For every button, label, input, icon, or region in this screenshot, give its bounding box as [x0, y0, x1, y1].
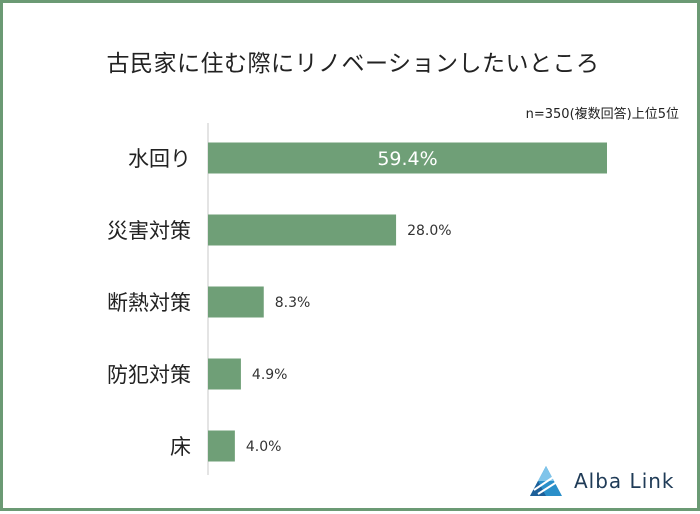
category-label: 断熱対策 — [107, 291, 191, 315]
bar — [208, 215, 396, 246]
category-label: 床 — [170, 435, 191, 459]
brand-name: Alba Link — [574, 469, 675, 493]
category-label: 災害対策 — [107, 219, 191, 243]
bar-chart: 水回り 59.4% 災害対策 28.0% 断熱対策 8.3% 防犯対策 4.9% 床 4.0% — [3, 3, 700, 514]
triangle-logo-icon — [528, 464, 564, 498]
bar — [208, 359, 241, 390]
value-label: 4.0% — [246, 439, 282, 455]
category-label: 防犯対策 — [107, 363, 191, 387]
bar — [208, 431, 235, 462]
value-label: 28.0% — [407, 223, 451, 239]
value-label: 4.9% — [252, 367, 288, 383]
brand-logo: Alba Link — [528, 464, 675, 498]
value-label: 8.3% — [275, 295, 311, 311]
bars-group: 水回り 59.4% 災害対策 28.0% 断熱対策 8.3% 防犯対策 4.9% 床 4.0% — [107, 143, 607, 462]
bar — [208, 287, 264, 318]
category-label: 水回り — [128, 147, 191, 171]
value-label: 59.4% — [377, 148, 437, 170]
